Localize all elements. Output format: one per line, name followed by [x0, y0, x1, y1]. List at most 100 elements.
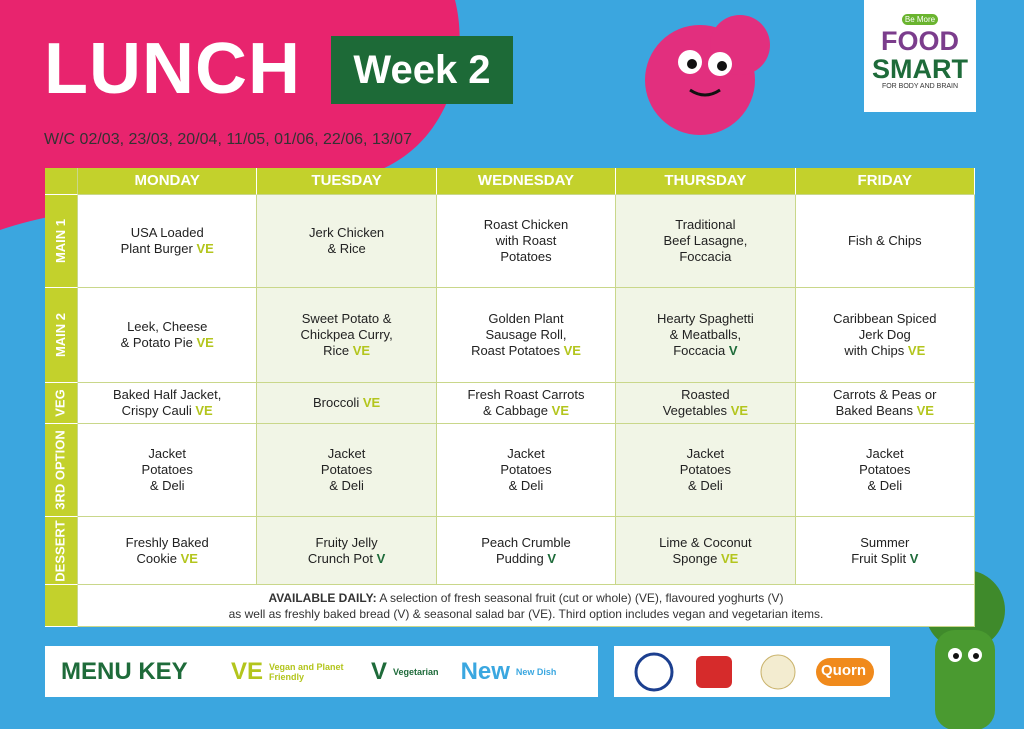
dish-line: Crunch Pot V [308, 551, 385, 567]
menu-cell: Jacket Potatoes & Deli [78, 424, 258, 517]
dish-text: Beef Lasagne, [663, 233, 748, 248]
dish-text: Jacket [507, 446, 545, 461]
menu-cell: Golden Plant Sausage Roll, Roast Potatoes … [436, 288, 617, 383]
dish-line: Baked Half Jacket, [113, 387, 221, 403]
diet-tag: VE [563, 343, 581, 358]
menu-cell: Caribbean Spiced Jerk Dog with Chips VE [795, 288, 975, 383]
dish-line: Roasted [681, 387, 729, 403]
partner-icons [634, 652, 874, 692]
dish-text: Vegetables [662, 403, 728, 418]
dish-text: Plant Burger [120, 241, 193, 256]
dish-line: Roast Potatoes VE [471, 343, 581, 359]
dish-line: Jerk Chicken [309, 225, 384, 241]
dish-line: Vegetables VE [663, 403, 748, 419]
dish-line: Foccacia V [673, 343, 737, 359]
menu-cell: Jacket Potatoes & Deli [616, 424, 796, 517]
dish-text: & Meatballs, [669, 327, 742, 342]
dish-line: with Chips VE [844, 343, 925, 359]
key-label: Vegan and Planet Friendly [269, 661, 344, 682]
title: LUNCH [44, 29, 301, 109]
key-symbol: New [460, 657, 510, 685]
available-daily: AVAILABLE DAILY: A selection of fresh se… [78, 585, 975, 627]
dish-text: with Roast [495, 233, 557, 248]
dish-text: Pudding [495, 550, 544, 566]
diet-tag: VE [196, 241, 214, 256]
menu-cell: Fish & Chips [795, 195, 975, 288]
dish-line: & Deli [688, 478, 723, 494]
dish-line: Summer [860, 535, 909, 551]
key-label: New Dish [515, 666, 557, 677]
dish-text: Jacket [686, 446, 725, 461]
diet-tag: VE [916, 403, 934, 418]
menu-cell: Peach Crumble Pudding V [436, 517, 617, 585]
logo-word: FOOD [881, 26, 959, 56]
diet-tag: VE [195, 403, 213, 418]
dish-text: Potatoes [500, 462, 552, 477]
dish-line: USA Loaded [131, 225, 204, 241]
day-header: MONDAY [78, 168, 258, 195]
dish-line: & Deli [509, 478, 544, 494]
dish-text: & Rice [327, 241, 366, 256]
dish-text: Sweet Potato & [301, 311, 392, 326]
dish-text: Roast Chicken [483, 217, 569, 232]
dish-line: & Rice [327, 241, 365, 257]
dish-line: Foccacia [679, 249, 731, 265]
dish-text: Sausage Roll, [485, 327, 567, 342]
menu-cell: Summer Fruit Split V [795, 517, 975, 585]
key-label: Vegetarian [393, 666, 439, 677]
week-badge: Week 2 [331, 36, 513, 104]
dish-text: Cookie [136, 550, 177, 566]
dish-line: Leek, Cheese [127, 319, 207, 335]
dish-text: Rice [323, 343, 350, 358]
diet-tag: V [909, 550, 919, 566]
diet-tag: VE [551, 403, 569, 418]
row-label-text: 3RD OPTION [53, 430, 68, 510]
menu-cell: Lime & Coconut Sponge VE [616, 517, 796, 585]
dish-line: Plant Burger VE [121, 241, 214, 257]
menu-cell: Leek, Cheese & Potato Pie VE [78, 288, 258, 383]
menu-cell: Fresh Roast Carrots & Cabbage VE [436, 383, 617, 424]
dish-text: Jacket [327, 446, 366, 461]
key-items: VE Vegan and Planet Friendly V Vegetarian Ne… [231, 646, 556, 697]
dish-text: USA Loaded [130, 225, 204, 240]
row-label: 3RD OPTION [45, 424, 78, 517]
diet-tag: VE [907, 343, 926, 358]
diet-tag: VE [352, 343, 371, 358]
dish-text: & Deli [508, 478, 544, 493]
dish-text: & Deli [688, 478, 723, 493]
dish-text: Jacket [866, 446, 904, 461]
dish-text: Potatoes [859, 462, 911, 477]
logo-tagline: FOR BODY AND BRAIN [881, 83, 959, 90]
day-header: THURSDAY [616, 168, 796, 195]
dish-text: Jerk Chicken [309, 225, 385, 240]
day-header: FRIDAY [795, 168, 975, 195]
dish-line: Crispy Cauli VE [122, 403, 213, 419]
diet-tag: VE [362, 395, 381, 410]
diet-tag: V [728, 343, 738, 358]
dish-line: & Deli [150, 478, 185, 494]
dish-text: Caribbean Spiced [833, 311, 937, 326]
day-header: WEDNESDAY [436, 168, 617, 195]
berry-character [645, 15, 770, 135]
dish-line: Fruit Split V [851, 551, 918, 567]
dish-text: Potatoes [500, 249, 552, 264]
dish-text: Fruit Split [851, 550, 907, 566]
day-label: FRIDAY [857, 172, 913, 189]
menu-cell: USA Loaded Plant Burger VE [78, 195, 258, 288]
dish-text: with Chips [844, 343, 905, 358]
dish-text: Fresh Roast Carrots [467, 387, 585, 402]
logo: Be More FOOD SMART FOR BODY AND BRAIN [864, 0, 976, 112]
dish-line: Sweet Potato & [302, 311, 392, 327]
row-label-text: MAIN 1 [53, 218, 68, 264]
dish-line: Sausage Roll, [486, 327, 567, 343]
available-line: as well as freshly baked bread (V) & sea… [229, 606, 824, 622]
dish-line: Jacket [328, 446, 366, 462]
dish-text: & Deli [149, 478, 185, 493]
dish-text: Potatoes [320, 462, 373, 477]
dates: W/C 02/03, 23/03, 20/04, 11/05, 01/06, 2… [44, 131, 412, 148]
dish-line: Pudding V [496, 551, 556, 567]
dish-text: Leek, Cheese [127, 319, 208, 334]
dish-line: & Cabbage VE [483, 403, 569, 419]
menu-cell: Broccoli VE [257, 383, 437, 424]
key-item: New New Dish [461, 658, 557, 686]
